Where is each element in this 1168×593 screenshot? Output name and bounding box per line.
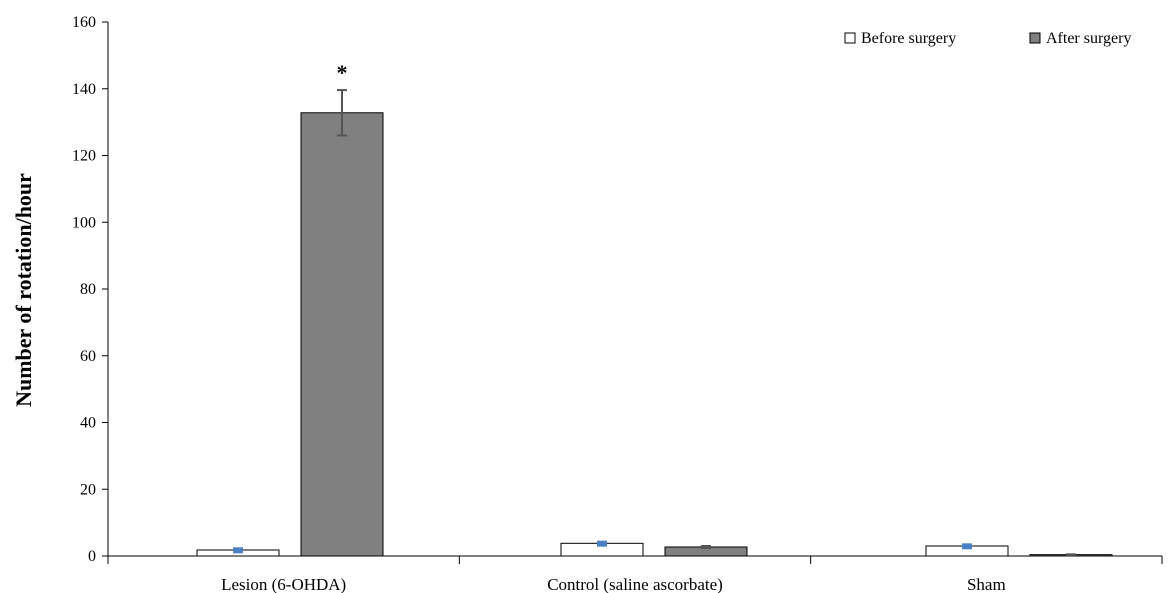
y-tick-label: 160 — [72, 14, 96, 31]
legend-swatch — [844, 32, 856, 44]
error-bar — [962, 543, 972, 550]
bars — [196, 112, 1113, 557]
annotations: * — [337, 60, 348, 85]
y-tick-label: 120 — [72, 148, 96, 165]
legend-swatch — [1029, 32, 1041, 44]
y-tick-label: 140 — [72, 81, 96, 98]
legend: Before surgery After surgery — [844, 30, 1131, 47]
x-axis-ticks: Lesion (6-OHDA) Control (saline ascorbate… — [107, 556, 1163, 593]
x-category-label: Control (saline ascorbate) — [547, 575, 723, 593]
y-tick-label: 60 — [80, 348, 96, 365]
y-tick-label: 80 — [80, 281, 96, 298]
legend-label: After surgery — [1046, 30, 1131, 47]
bar — [300, 112, 384, 557]
y-tick-label: 40 — [80, 415, 96, 432]
error-bars — [233, 89, 1076, 556]
axes — [107, 22, 1162, 564]
error-bar — [233, 547, 243, 554]
y-tick-label: 20 — [80, 481, 96, 498]
x-category-label: Lesion (6-OHDA) — [221, 575, 346, 593]
y-axis-label-group: Number of rotation/hour — [11, 173, 36, 407]
y-tick-label: 0 — [88, 548, 96, 565]
y-tick-label: 100 — [72, 214, 96, 231]
y-axis-label: Number of rotation/hour — [11, 173, 36, 407]
x-category-label: Sham — [967, 575, 1006, 593]
y-axis-ticks: 0 20 40 60 80 100 120 140 160 — [72, 14, 108, 565]
significance-annotation: * — [337, 60, 348, 85]
error-bar — [597, 540, 607, 547]
legend-label: Before surgery — [861, 30, 956, 47]
